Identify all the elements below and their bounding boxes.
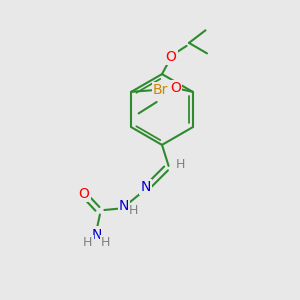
Text: H: H (176, 158, 185, 171)
Text: N: N (92, 228, 102, 242)
Text: H: H (129, 204, 139, 217)
Text: O: O (170, 81, 181, 95)
Text: H: H (100, 236, 110, 249)
Text: N: N (119, 199, 129, 213)
Text: O: O (166, 50, 176, 64)
Text: Br: Br (153, 83, 168, 97)
Text: H: H (83, 236, 93, 249)
Text: O: O (79, 187, 89, 201)
Text: N: N (140, 180, 151, 194)
